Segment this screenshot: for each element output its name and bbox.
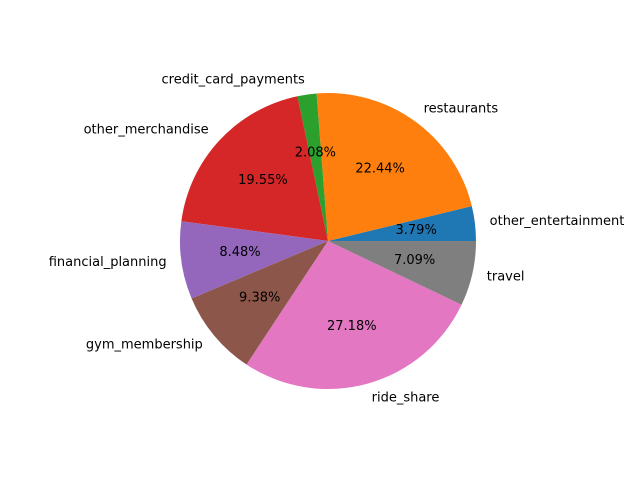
slice-percent-ride-share: 27.18%	[327, 319, 377, 334]
pie-slice-restaurants	[316, 92, 472, 242]
pie-slice-ride-share	[246, 241, 462, 390]
pie-slice-gym-membership	[191, 241, 328, 365]
slice-label-gym-membership: gym_membership	[86, 338, 203, 353]
slice-percent-credit-card-payments: 2.08%	[295, 146, 336, 161]
slice-label-ride-share: ride_share	[372, 390, 440, 405]
slice-label-credit-card-payments: credit_card_payments	[161, 72, 305, 87]
slice-percent-financial-planning: 8.48%	[219, 245, 260, 260]
slice-percent-other-merchandise: 19.55%	[238, 173, 288, 188]
slice-label-restaurants: restaurants	[424, 102, 499, 117]
pie-slices	[179, 92, 476, 390]
slice-percent-gym-membership: 9.38%	[239, 290, 280, 305]
slice-percent-other-entertainment: 3.79%	[396, 223, 437, 238]
pie-slice-financial-planning	[179, 221, 328, 299]
slice-percent-travel: 7.09%	[394, 253, 435, 268]
slice-label-other-entertainment: other_entertainment	[490, 214, 625, 229]
pie-slice-credit-card-payments	[297, 93, 328, 241]
slice-percent-restaurants: 22.44%	[355, 162, 405, 177]
slice-label-travel: travel	[487, 269, 525, 284]
pie-slice-travel	[328, 241, 476, 305]
pie-labels: other_entertainment 3.79% restaurants 22.44…	[49, 72, 625, 405]
pie-slice-other-entertainment	[328, 206, 476, 241]
slice-label-financial-planning: financial_planning	[49, 255, 167, 270]
slice-label-other-merchandise: other_merchandise	[84, 123, 209, 138]
pie-slice-other-merchandise	[181, 96, 328, 241]
